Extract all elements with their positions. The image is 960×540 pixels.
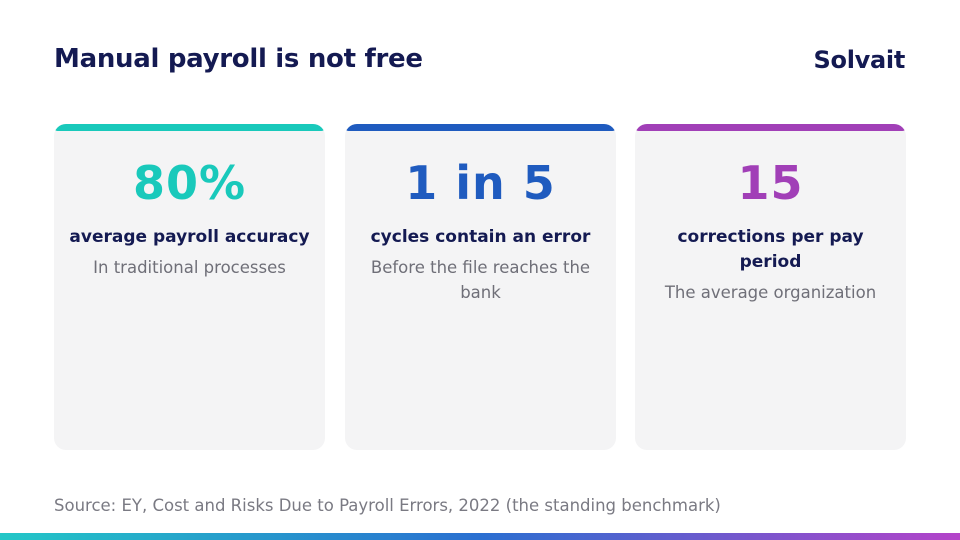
stat-subtext: In traditional processes xyxy=(93,258,286,277)
stat-subtext: The average organization xyxy=(664,283,877,302)
bottom-gradient-stripe xyxy=(0,533,960,540)
stat-value: 15 xyxy=(737,156,804,210)
stat-cards: 80% average payroll accuracy In traditio… xyxy=(54,124,906,450)
stat-label: cycles contain an error xyxy=(370,227,591,247)
card-accent-bar xyxy=(54,124,325,131)
source-citation: Source: EY, Cost and Risks Due to Payrol… xyxy=(54,496,721,515)
stat-value: 80% xyxy=(132,156,247,210)
stat-subtext: Before the file reaches the bank xyxy=(370,258,591,302)
stat-value: 1 in 5 xyxy=(405,156,556,210)
card-accent-bar xyxy=(345,124,616,131)
stat-card-accuracy: 80% average payroll accuracy In traditio… xyxy=(54,124,325,450)
card-accent-bar xyxy=(635,124,906,131)
stat-label: average payroll accuracy xyxy=(69,227,310,247)
stat-card-corrections: 15 corrections per pay period The averag… xyxy=(635,124,906,450)
slide-title: Manual payroll is not free xyxy=(54,44,423,74)
brand-logo-text: Solvait xyxy=(813,46,906,74)
stat-card-error-rate: 1 in 5 cycles contain an error Before th… xyxy=(345,124,616,450)
stat-label: corrections per pay period xyxy=(677,227,864,272)
